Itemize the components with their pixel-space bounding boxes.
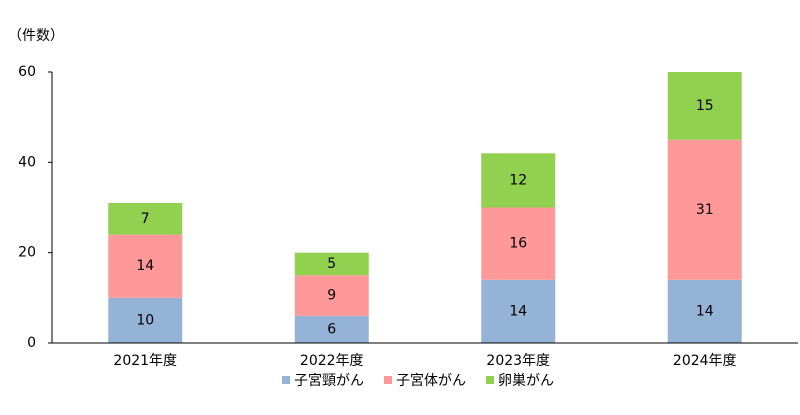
bar-segment xyxy=(481,207,556,280)
legend-label: 子宮体がん xyxy=(396,373,466,389)
data-label: 14 xyxy=(696,303,714,319)
y-tick-label: 0 xyxy=(27,335,36,351)
legend-swatch xyxy=(384,376,392,384)
data-label: 5 xyxy=(327,256,336,272)
legend-swatch xyxy=(282,376,290,384)
data-label: 15 xyxy=(696,98,714,114)
data-label: 7 xyxy=(141,211,150,227)
data-label: 31 xyxy=(696,202,714,218)
x-tick-label: 2021年度 xyxy=(113,353,177,369)
data-label: 9 xyxy=(327,288,336,304)
bar-segment xyxy=(667,72,742,140)
y-tick-label: 60 xyxy=(18,64,36,80)
bar-segment xyxy=(294,252,369,276)
bar-segment xyxy=(667,279,742,343)
data-label: 12 xyxy=(509,172,527,188)
bar-segment xyxy=(481,279,556,343)
y-tick-label: 40 xyxy=(18,154,36,170)
legend-label: 子宮頸がん xyxy=(294,373,364,389)
bar-segment xyxy=(108,297,183,343)
bar-segment xyxy=(667,139,742,280)
x-tick-label: 2023年度 xyxy=(486,353,550,369)
bar-segment xyxy=(294,315,369,343)
x-tick-label: 2022年度 xyxy=(300,353,364,369)
data-label: 10 xyxy=(136,312,154,328)
y-axis-label: （件数） xyxy=(8,28,64,44)
bar-segment xyxy=(294,275,369,316)
bar-segment xyxy=(108,202,183,235)
data-label: 16 xyxy=(509,236,527,252)
x-tick-label: 2024年度 xyxy=(673,353,737,369)
y-tick-label: 20 xyxy=(18,245,36,261)
data-label: 14 xyxy=(509,303,527,319)
data-label: 6 xyxy=(327,321,336,337)
legend-label: 卵巣がん xyxy=(498,373,554,389)
bar-segment xyxy=(481,153,556,208)
legend-swatch xyxy=(486,376,494,384)
bar-segment xyxy=(108,234,183,298)
data-label: 14 xyxy=(136,258,154,274)
